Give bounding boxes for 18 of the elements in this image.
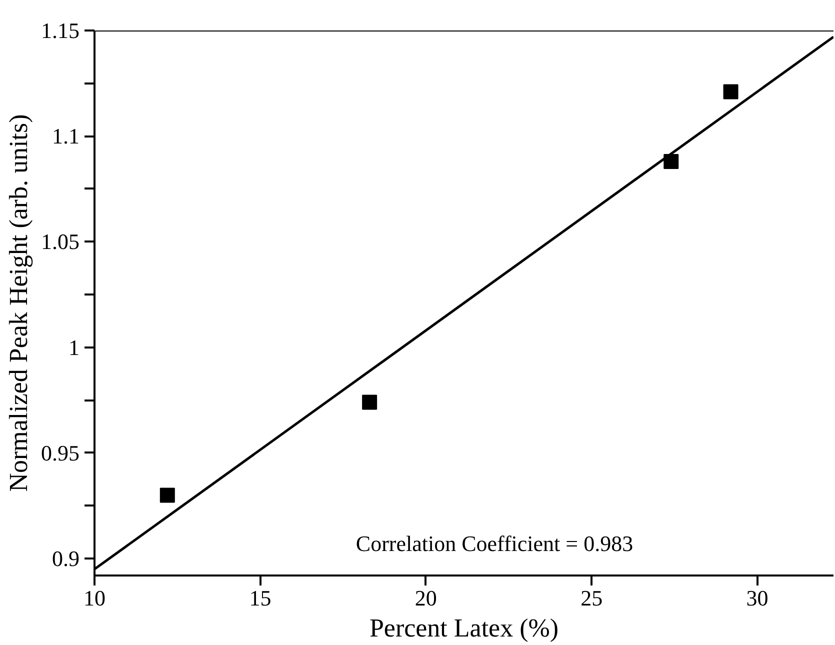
x-axis-title: Percent Latex (%) xyxy=(369,614,559,642)
y-tick-label: 1.05 xyxy=(41,229,80,254)
y-tick-label: 1.15 xyxy=(41,18,80,43)
x-tick-label: 15 xyxy=(249,586,272,610)
x-tick-label: 20 xyxy=(414,586,437,610)
point xyxy=(160,488,175,503)
x-tick-label: 10 xyxy=(84,586,106,610)
annotation: Correlation Coefficient = 0.983 xyxy=(356,531,634,556)
point xyxy=(362,394,378,410)
y-axis-title: Normalized Peak Height (arb. units) xyxy=(4,114,33,492)
x-tick-label: 30 xyxy=(746,586,768,610)
y-tick-label: 1 xyxy=(68,334,80,360)
point xyxy=(664,154,679,169)
y-tick-label: 0.95 xyxy=(41,440,80,466)
point xyxy=(723,84,738,100)
x-tick-label: 25 xyxy=(580,586,603,610)
y-tick-label: 0.9 xyxy=(52,546,80,572)
y-tick-label: 1.1 xyxy=(52,124,80,149)
